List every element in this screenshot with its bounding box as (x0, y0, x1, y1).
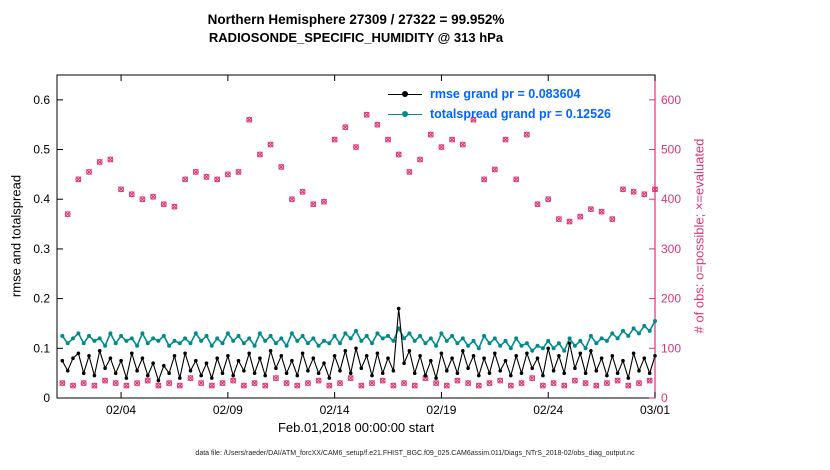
y-axis-label-left: rmse and totalspread (8, 174, 24, 298)
totalspread-line-sample (388, 109, 422, 119)
y-right-tick-label: 500 (661, 143, 681, 157)
y-left-tick-label: 0 (43, 391, 50, 405)
title-line1: Northern Hemisphere 27309 / 27322 = 99.9… (207, 12, 505, 27)
right-axis-ticks: 0 100 200 300 400 500 600 (649, 93, 681, 405)
y-axis-label-right: # of obs: o=possible; ×=evaluated (691, 138, 707, 334)
y-right-tick-label: 400 (661, 192, 681, 206)
rmse-line-sample (388, 89, 422, 99)
y-left-tick-label: 0.6 (33, 93, 50, 107)
x-axis-ticks: 02/04 02/09 02/14 02/19 02/24 03/01 (106, 75, 670, 417)
y-left-tick-label: 0.3 (33, 242, 50, 256)
legend-item-totalspread: totalspread grand pr = 0.12526 (388, 104, 611, 124)
y-left-tick-label: 0.5 (33, 143, 50, 157)
x-tick-label: 03/01 (640, 403, 670, 417)
rmse-series (60, 306, 657, 383)
y-right-tick-label: 600 (661, 93, 681, 107)
title-line2: RADIOSONDE_SPECIFIC_HUMIDITY @ 313 hPa (208, 30, 504, 45)
chart-title: Northern Hemisphere 27309 / 27322 = 99.9… (57, 12, 655, 45)
y-left-tick-label: 0.1 (33, 341, 50, 355)
x-axis-label: Feb.01,2018 00:00:00 start (277, 420, 435, 435)
x-tick-label: 02/09 (213, 403, 243, 417)
num-obs-markers (59, 111, 658, 389)
y-left-tick-label: 0.2 (33, 292, 50, 306)
y-left-tick-label: 0.4 (33, 192, 50, 206)
x-tick-label: 02/04 (106, 403, 136, 417)
x-tick-label: 02/14 (320, 403, 350, 417)
chart-legend: rmse grand pr = 0.083604 totalspread gra… (388, 84, 611, 124)
y-right-tick-label: 300 (661, 242, 681, 256)
x-tick-label: 02/24 (533, 403, 563, 417)
legend-label-rmse: rmse grand pr = 0.083604 (430, 87, 581, 101)
y-right-tick-label: 0 (661, 391, 668, 405)
legend-label-totalspread: totalspread grand pr = 0.12526 (430, 107, 611, 121)
legend-item-rmse: rmse grand pr = 0.083604 (388, 84, 611, 104)
y-right-tick-label: 200 (661, 292, 681, 306)
totalspread-series (60, 319, 657, 353)
left-axis-ticks: 0 0.1 0.2 0.3 0.4 0.5 0.6 (33, 93, 63, 405)
data-file-caption: data file: /Users/raeder/DAI/ATM_forcXX/… (195, 450, 635, 457)
x-tick-label: 02/19 (426, 403, 456, 417)
y-right-tick-label: 100 (661, 341, 681, 355)
